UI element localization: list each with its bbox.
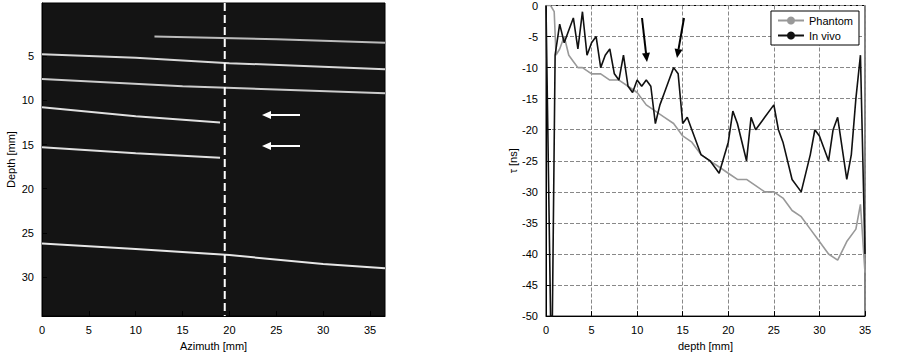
svg-text:20: 20 — [223, 324, 235, 336]
svg-text:-10: -10 — [522, 62, 538, 74]
svg-text:-40: -40 — [522, 248, 538, 260]
svg-text:τ [ns]: τ [ns] — [507, 148, 519, 173]
svg-text:-30: -30 — [522, 186, 538, 198]
svg-text:-15: -15 — [522, 93, 538, 105]
svg-text:25: 25 — [22, 227, 34, 239]
svg-text:25: 25 — [270, 324, 282, 336]
svg-text:-20: -20 — [522, 124, 538, 136]
svg-text:10: 10 — [130, 324, 142, 336]
svg-text:Azimuth [mm]: Azimuth [mm] — [180, 340, 247, 352]
svg-text:0: 0 — [39, 324, 45, 336]
svg-text:30: 30 — [813, 324, 825, 336]
svg-text:15: 15 — [22, 139, 34, 151]
svg-text:0: 0 — [543, 324, 549, 336]
svg-text:depth [mm]: depth [mm] — [678, 340, 733, 352]
svg-text:Depth [mm]: Depth [mm] — [5, 131, 17, 188]
svg-text:-50: -50 — [522, 310, 538, 322]
svg-text:0: 0 — [532, 0, 538, 12]
svg-text:35: 35 — [859, 324, 871, 336]
svg-text:5: 5 — [28, 50, 34, 62]
svg-text:30: 30 — [22, 271, 34, 283]
svg-text:Phantom: Phantom — [809, 15, 853, 27]
svg-text:15: 15 — [677, 324, 689, 336]
svg-text:-35: -35 — [522, 217, 538, 229]
svg-text:20: 20 — [22, 183, 34, 195]
svg-text:35: 35 — [364, 324, 376, 336]
svg-text:-5: -5 — [528, 31, 538, 43]
svg-text:10: 10 — [631, 324, 643, 336]
svg-text:-25: -25 — [522, 155, 538, 167]
svg-text:15: 15 — [176, 324, 188, 336]
svg-text:20: 20 — [722, 324, 734, 336]
svg-text:-45: -45 — [522, 279, 538, 291]
svg-text:10: 10 — [22, 94, 34, 106]
svg-text:5: 5 — [589, 324, 595, 336]
svg-text:In vivo: In vivo — [809, 30, 841, 42]
svg-text:30: 30 — [317, 324, 329, 336]
svg-text:25: 25 — [768, 324, 780, 336]
svg-text:5: 5 — [86, 324, 92, 336]
